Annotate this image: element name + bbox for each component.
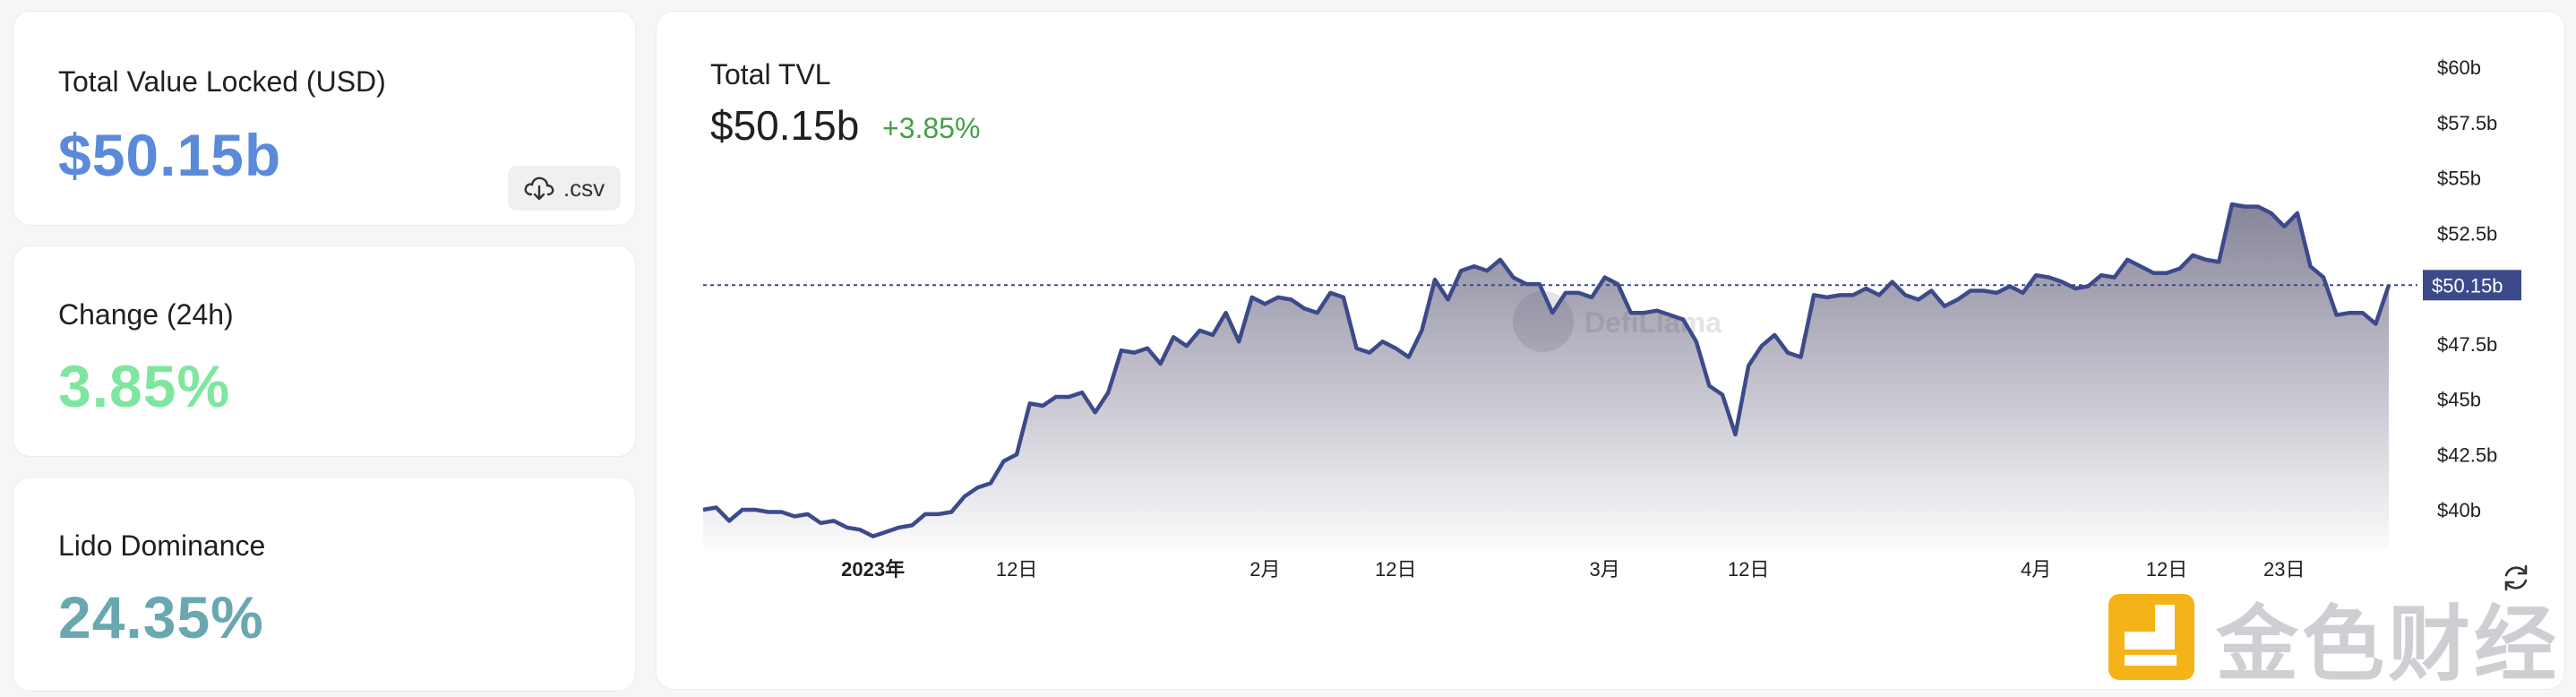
y-tick-label: $57.5b (2437, 112, 2497, 134)
x-tick-label: 3月 (1590, 558, 1620, 581)
x-tick-label: 12日 (1728, 558, 1769, 581)
refresh-icon[interactable] (2500, 562, 2532, 594)
current-value-badge-label: $50.15b (2432, 274, 2503, 297)
y-tick-label: $60b (2437, 56, 2481, 79)
y-tick-label: $52.5b (2437, 222, 2497, 245)
y-tick-label: $55b (2437, 168, 2481, 190)
x-tick-label: 12日 (2146, 558, 2187, 581)
jinse-watermark: 金色财经 (2107, 588, 2560, 693)
tvl-label: Total Value Locked (USD) (58, 65, 386, 98)
x-tick-label: 2023年 (841, 558, 905, 581)
tvl-card: Total Value Locked (USD) $50.15b .csv (13, 11, 636, 226)
download-csv-button[interactable]: .csv (508, 166, 621, 211)
chart-current-value: $50.15b (710, 102, 860, 149)
tvl-series-line (702, 202, 2391, 538)
tvl-chart-card: Total TVL $50.15b +3.85% DefiLlama $40b$… (656, 11, 2565, 690)
tvl-value: $50.15b (58, 122, 282, 188)
x-tick-label: 23日 (2263, 558, 2305, 581)
y-tick-label: $45b (2437, 389, 2481, 411)
x-tick-label: 4月 (2021, 558, 2051, 581)
jinse-logo-icon (2108, 594, 2194, 680)
change-value: 3.85% (58, 353, 231, 419)
x-tick-label: 12日 (1375, 558, 1416, 581)
change-card: Change (24h) 3.85% (13, 245, 636, 457)
dominance-label: Lido Dominance (58, 529, 266, 562)
y-tick-label: $40b (2437, 499, 2481, 521)
cloud-download-icon (524, 176, 554, 201)
y-tick-label: $42.5b (2437, 443, 2497, 466)
dominance-value: 24.35% (58, 584, 264, 650)
current-value-badge (2423, 270, 2521, 301)
x-tick-label: 2月 (1249, 558, 1280, 581)
dominance-card: Lido Dominance 24.35% (13, 477, 636, 692)
y-tick-label: $47.5b (2437, 333, 2497, 356)
tvl-area-chart[interactable]: DefiLlama $40b$42.5b$45b$47.5b$52.5b$55b… (657, 12, 2566, 639)
csv-label: .csv (562, 174, 605, 202)
jinse-wordmark: 金色财经 (2216, 596, 2561, 693)
chart-title: Total TVL (710, 58, 831, 90)
x-tick-label: 12日 (996, 558, 1037, 581)
change-label: Change (24h) (58, 298, 234, 331)
tvl-area-fill (703, 204, 2389, 549)
chart-change: +3.85% (882, 112, 981, 144)
